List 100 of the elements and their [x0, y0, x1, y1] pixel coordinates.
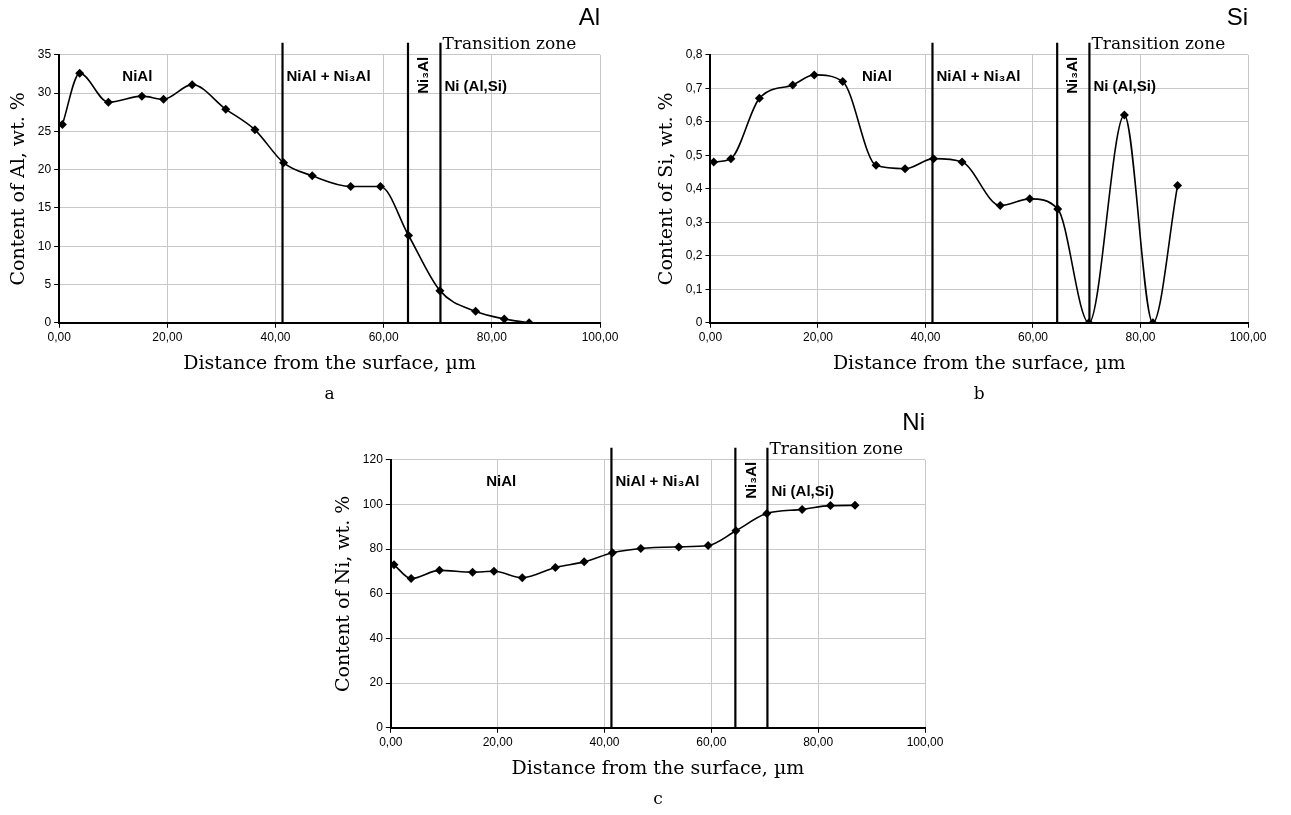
- x-tick-label: 80,00: [1125, 330, 1156, 345]
- y-tick-label: 10: [37, 238, 52, 253]
- x-tick-label: 40,00: [260, 330, 291, 345]
- annotation: Ni (Al,Si): [444, 76, 507, 94]
- point: [550, 562, 560, 572]
- y-tick-label: 60: [369, 586, 384, 601]
- x-tick-label: 20,00: [152, 330, 183, 345]
- point: [703, 541, 713, 551]
- y-axis-title: Content of Si, wt. %: [654, 92, 677, 286]
- annotation: Ni₃Al: [414, 56, 432, 94]
- point: [636, 543, 646, 553]
- y-tick-label: 100: [362, 496, 384, 511]
- point: [468, 567, 478, 577]
- point: [995, 201, 1005, 211]
- point: [762, 508, 772, 518]
- point: [579, 557, 589, 567]
- ref-line-label: Transition zone: [442, 32, 577, 53]
- point: [809, 70, 819, 80]
- text: b: [973, 382, 985, 403]
- x-tick-label: 0,00: [47, 330, 72, 345]
- y-tick-label: 0,2: [685, 248, 703, 263]
- y-tick-label: 15: [37, 200, 52, 215]
- point: [825, 501, 835, 511]
- y-tick-label: 0: [44, 315, 52, 330]
- point: [731, 526, 741, 536]
- chart-title: Si: [1226, 3, 1248, 31]
- point: [710, 157, 719, 167]
- y-tick-label: 0,3: [685, 214, 703, 229]
- point: [435, 286, 445, 296]
- ref-line-label: Transition zone: [1091, 32, 1226, 53]
- annotation: NiAl: [122, 66, 153, 84]
- y-tick-label: 0,1: [685, 281, 703, 296]
- y-tick-label: 120: [362, 452, 384, 467]
- point: [1053, 204, 1063, 214]
- point: [957, 157, 967, 167]
- x-tick-label: 0,00: [379, 735, 403, 750]
- y-tick-label: 0,4: [685, 181, 703, 196]
- chart-title: Al: [578, 3, 600, 31]
- point: [1025, 194, 1035, 204]
- point: [838, 77, 848, 87]
- point: [499, 314, 509, 323]
- x-tick-label: 80,00: [476, 330, 508, 345]
- point: [489, 566, 499, 576]
- point: [406, 574, 416, 584]
- point: [137, 91, 147, 101]
- annotation: Ni₃Al: [741, 461, 759, 499]
- y-tick-label: 0,7: [685, 80, 703, 95]
- x-tick-label: 60,00: [368, 330, 399, 345]
- point: [404, 231, 414, 241]
- point: [726, 154, 736, 164]
- ref-line-label: Transition zone: [769, 437, 904, 458]
- annotation: Ni (Al,Si): [771, 481, 834, 499]
- point: [900, 164, 910, 174]
- annotation: NiAl + Ni₃Al: [936, 66, 1021, 84]
- x-tick-label: 0,00: [698, 330, 723, 345]
- annotation: NiAl: [486, 471, 517, 489]
- point: [346, 182, 356, 191]
- y-tick-label: 20: [369, 675, 384, 690]
- x-tick-label: 100,00: [906, 735, 944, 750]
- x-tick-label: 40,00: [910, 330, 941, 345]
- annotation: NiAl + Ni₃Al: [286, 66, 371, 84]
- point: [103, 97, 113, 107]
- point: [1119, 110, 1129, 120]
- point: [850, 500, 860, 510]
- point: [797, 504, 807, 514]
- x-tick-label: 20,00: [482, 735, 513, 750]
- y-tick-label: 80: [369, 541, 384, 556]
- x-tick-label: 100,00: [1229, 330, 1267, 345]
- point: [871, 160, 881, 170]
- annotation: Ni₃Al: [1063, 56, 1081, 94]
- text: c: [653, 787, 663, 808]
- point: [929, 154, 939, 164]
- point: [788, 80, 798, 90]
- point: [159, 94, 169, 104]
- point: [187, 80, 197, 90]
- chart-title: Ni: [902, 408, 925, 436]
- y-tick-label: 5: [44, 276, 52, 291]
- text: a: [324, 382, 335, 403]
- y-tick-label: 40: [369, 630, 384, 645]
- x-tick-label: 100,00: [581, 330, 619, 345]
- x-axis-title: Distance from the surface, µm: [511, 755, 805, 778]
- y-axis-title: Content of Al, wt. %: [6, 92, 29, 286]
- point: [221, 104, 231, 114]
- y-tick-label: 0: [695, 315, 703, 330]
- point: [75, 68, 85, 78]
- annotation: NiAl: [861, 66, 892, 84]
- y-tick-label: 0,5: [685, 147, 703, 162]
- x-axis-title: Distance from the surface, µm: [832, 350, 1126, 373]
- point: [471, 306, 481, 316]
- point: [375, 182, 385, 191]
- y-tick-label: 20: [37, 161, 52, 176]
- point: [517, 573, 527, 583]
- x-tick-label: 20,00: [802, 330, 834, 345]
- y-tick-label: 30: [37, 85, 52, 100]
- x-axis-title: Distance from the surface, µm: [183, 350, 476, 373]
- x-tick-label: 40,00: [589, 735, 620, 750]
- y-tick-label: 0,6: [685, 114, 703, 129]
- point: [1173, 180, 1183, 190]
- point: [434, 565, 444, 575]
- x-tick-label: 60,00: [696, 735, 727, 750]
